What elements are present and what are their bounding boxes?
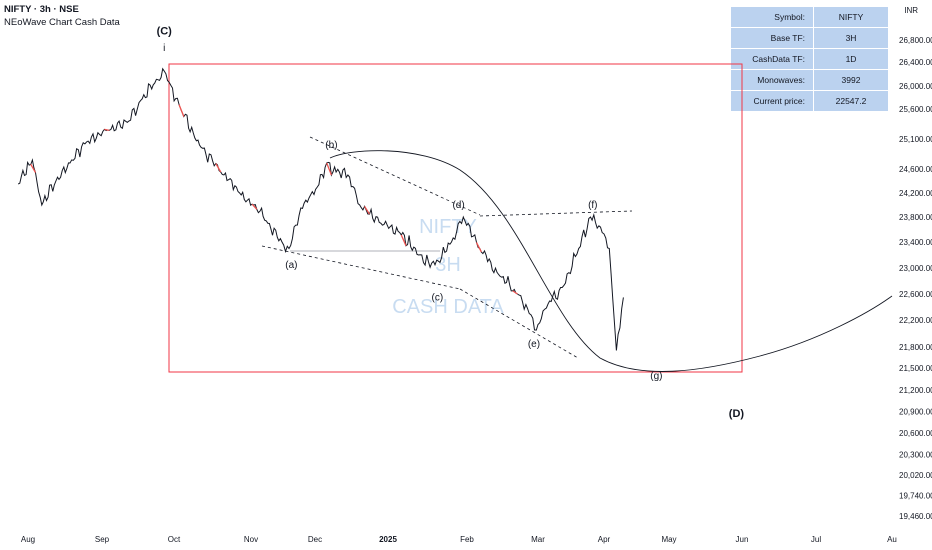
y-tick-label: 21,500.00 (899, 364, 932, 373)
info-row-cashdata-tf: CashData TF: 1D (731, 49, 888, 69)
bearish-mark (475, 242, 482, 253)
info-value: 1D (814, 49, 888, 69)
currency-label[interactable]: INR (904, 6, 918, 15)
bearish-mark (178, 104, 185, 117)
info-key: Current price: (731, 91, 813, 111)
x-tick-label: Feb (460, 535, 474, 544)
bearish-mark (326, 162, 333, 176)
info-key: Monowaves: (731, 70, 813, 90)
info-row-current-price: Current price: 22547.2 (731, 91, 888, 111)
x-tick-label: Nov (244, 535, 258, 544)
symbol-line[interactable]: NIFTY · 3h · NSE (4, 4, 79, 15)
info-table: Symbol: NIFTY Base TF: 3H CashData TF: 1D M… (730, 6, 889, 112)
bearish-marks (30, 104, 518, 295)
wave-label: (c) (432, 293, 444, 304)
projection-curve (329, 150, 893, 372)
watermark-line: 3H (435, 254, 461, 276)
d-f-trendline (479, 210, 633, 217)
y-tick-label: 21,200.00 (899, 386, 932, 395)
y-tick-label: 22,600.00 (899, 290, 932, 299)
wave-label: (D) (729, 408, 745, 420)
bearish-mark (251, 203, 258, 210)
projection-box (168, 63, 743, 373)
y-axis[interactable]: 26,800.00 26,400.00 26,000.00 25,600.00 25,1… (899, 36, 932, 521)
y-tick-label: 20,900.00 (899, 408, 932, 417)
y-tick-label: 25,600.00 (899, 105, 932, 114)
lower-trendline (261, 245, 461, 290)
y-tick-label: 19,740.00 (899, 492, 932, 501)
wave-label: (g) (650, 371, 662, 382)
watermark-line: CASH DATA (392, 296, 504, 318)
wave-label: (e) (528, 339, 540, 350)
bearish-mark (512, 290, 518, 295)
wave-label: (a) (285, 260, 297, 271)
y-tick-label: 24,200.00 (899, 189, 932, 198)
info-row-symbol: Symbol: NIFTY (731, 7, 888, 27)
info-row-monowaves: Monowaves: 3992 (731, 70, 888, 90)
x-tick-label: Sep (95, 535, 110, 544)
x-tick-label: Aug (21, 535, 35, 544)
wave-label: (f) (588, 200, 597, 211)
y-tick-label: 20,300.00 (899, 451, 932, 460)
y-tick-label: 21,800.00 (899, 343, 932, 352)
info-key: CashData TF: (731, 49, 813, 69)
info-value: 3H (814, 28, 888, 48)
bearish-mark (364, 205, 371, 215)
info-value: 3992 (814, 70, 888, 90)
x-tick-label: Dec (308, 535, 322, 544)
wave-label: (b) (325, 140, 337, 151)
bearish-mark (104, 128, 110, 131)
info-key: Symbol: (731, 7, 813, 27)
y-tick-label: 22,200.00 (899, 316, 932, 325)
bearish-mark (30, 164, 37, 173)
wave-label: (C) (157, 26, 173, 38)
y-tick-label: 19,460.00 (899, 512, 932, 521)
x-tick-label: Au (887, 535, 897, 544)
source-line: NEoWave Chart Cash Data (4, 17, 120, 28)
x-tick-label: Apr (598, 535, 611, 544)
x-tick-label: Jul (811, 535, 821, 544)
y-tick-label: 23,000.00 (899, 264, 932, 273)
upper-trendline (309, 136, 481, 216)
watermark: NIFTY 3H CASH DATA (392, 216, 504, 318)
wave-label: (d) (452, 200, 464, 211)
x-axis[interactable]: Aug Sep Oct Nov Dec 2025 Feb Mar Apr May Jun Jul Au (21, 535, 897, 544)
info-key: Base TF: (731, 28, 813, 48)
y-tick-label: 26,400.00 (899, 58, 932, 67)
y-tick-label: 23,800.00 (899, 213, 932, 222)
lower-trendline-extension (459, 288, 579, 359)
wave-labels: (C) i (a) (b) (c) (d) (e) (f) (g) (D) (157, 26, 745, 421)
y-tick-label: 24,600.00 (899, 165, 932, 174)
watermark-line: NIFTY (419, 216, 477, 238)
price-series-line (17, 67, 624, 351)
chart-header: NIFTY · 3h · NSE NEoWave Chart Cash Data (4, 3, 120, 29)
x-tick-label: Oct (168, 535, 181, 544)
x-tick-label: Mar (531, 535, 545, 544)
y-tick-label: 26,800.00 (899, 36, 932, 45)
info-value: 22547.2 (814, 91, 888, 111)
info-row-base-tf: Base TF: 3H (731, 28, 888, 48)
x-tick-label: May (661, 535, 676, 544)
bearish-mark (400, 234, 407, 246)
info-value: NIFTY (814, 7, 888, 27)
trendlines (261, 136, 633, 359)
y-tick-label: 25,100.00 (899, 135, 932, 144)
y-tick-label: 23,400.00 (899, 238, 932, 247)
y-tick-label: 20,020.00 (899, 471, 932, 480)
wave-label: i (163, 43, 165, 54)
y-tick-label: 26,000.00 (899, 82, 932, 91)
bearish-mark (215, 163, 222, 173)
y-tick-label: 20,600.00 (899, 429, 932, 438)
price-line-group (17, 67, 624, 351)
x-tick-label: Jun (736, 535, 749, 544)
x-tick-label: 2025 (379, 535, 397, 544)
